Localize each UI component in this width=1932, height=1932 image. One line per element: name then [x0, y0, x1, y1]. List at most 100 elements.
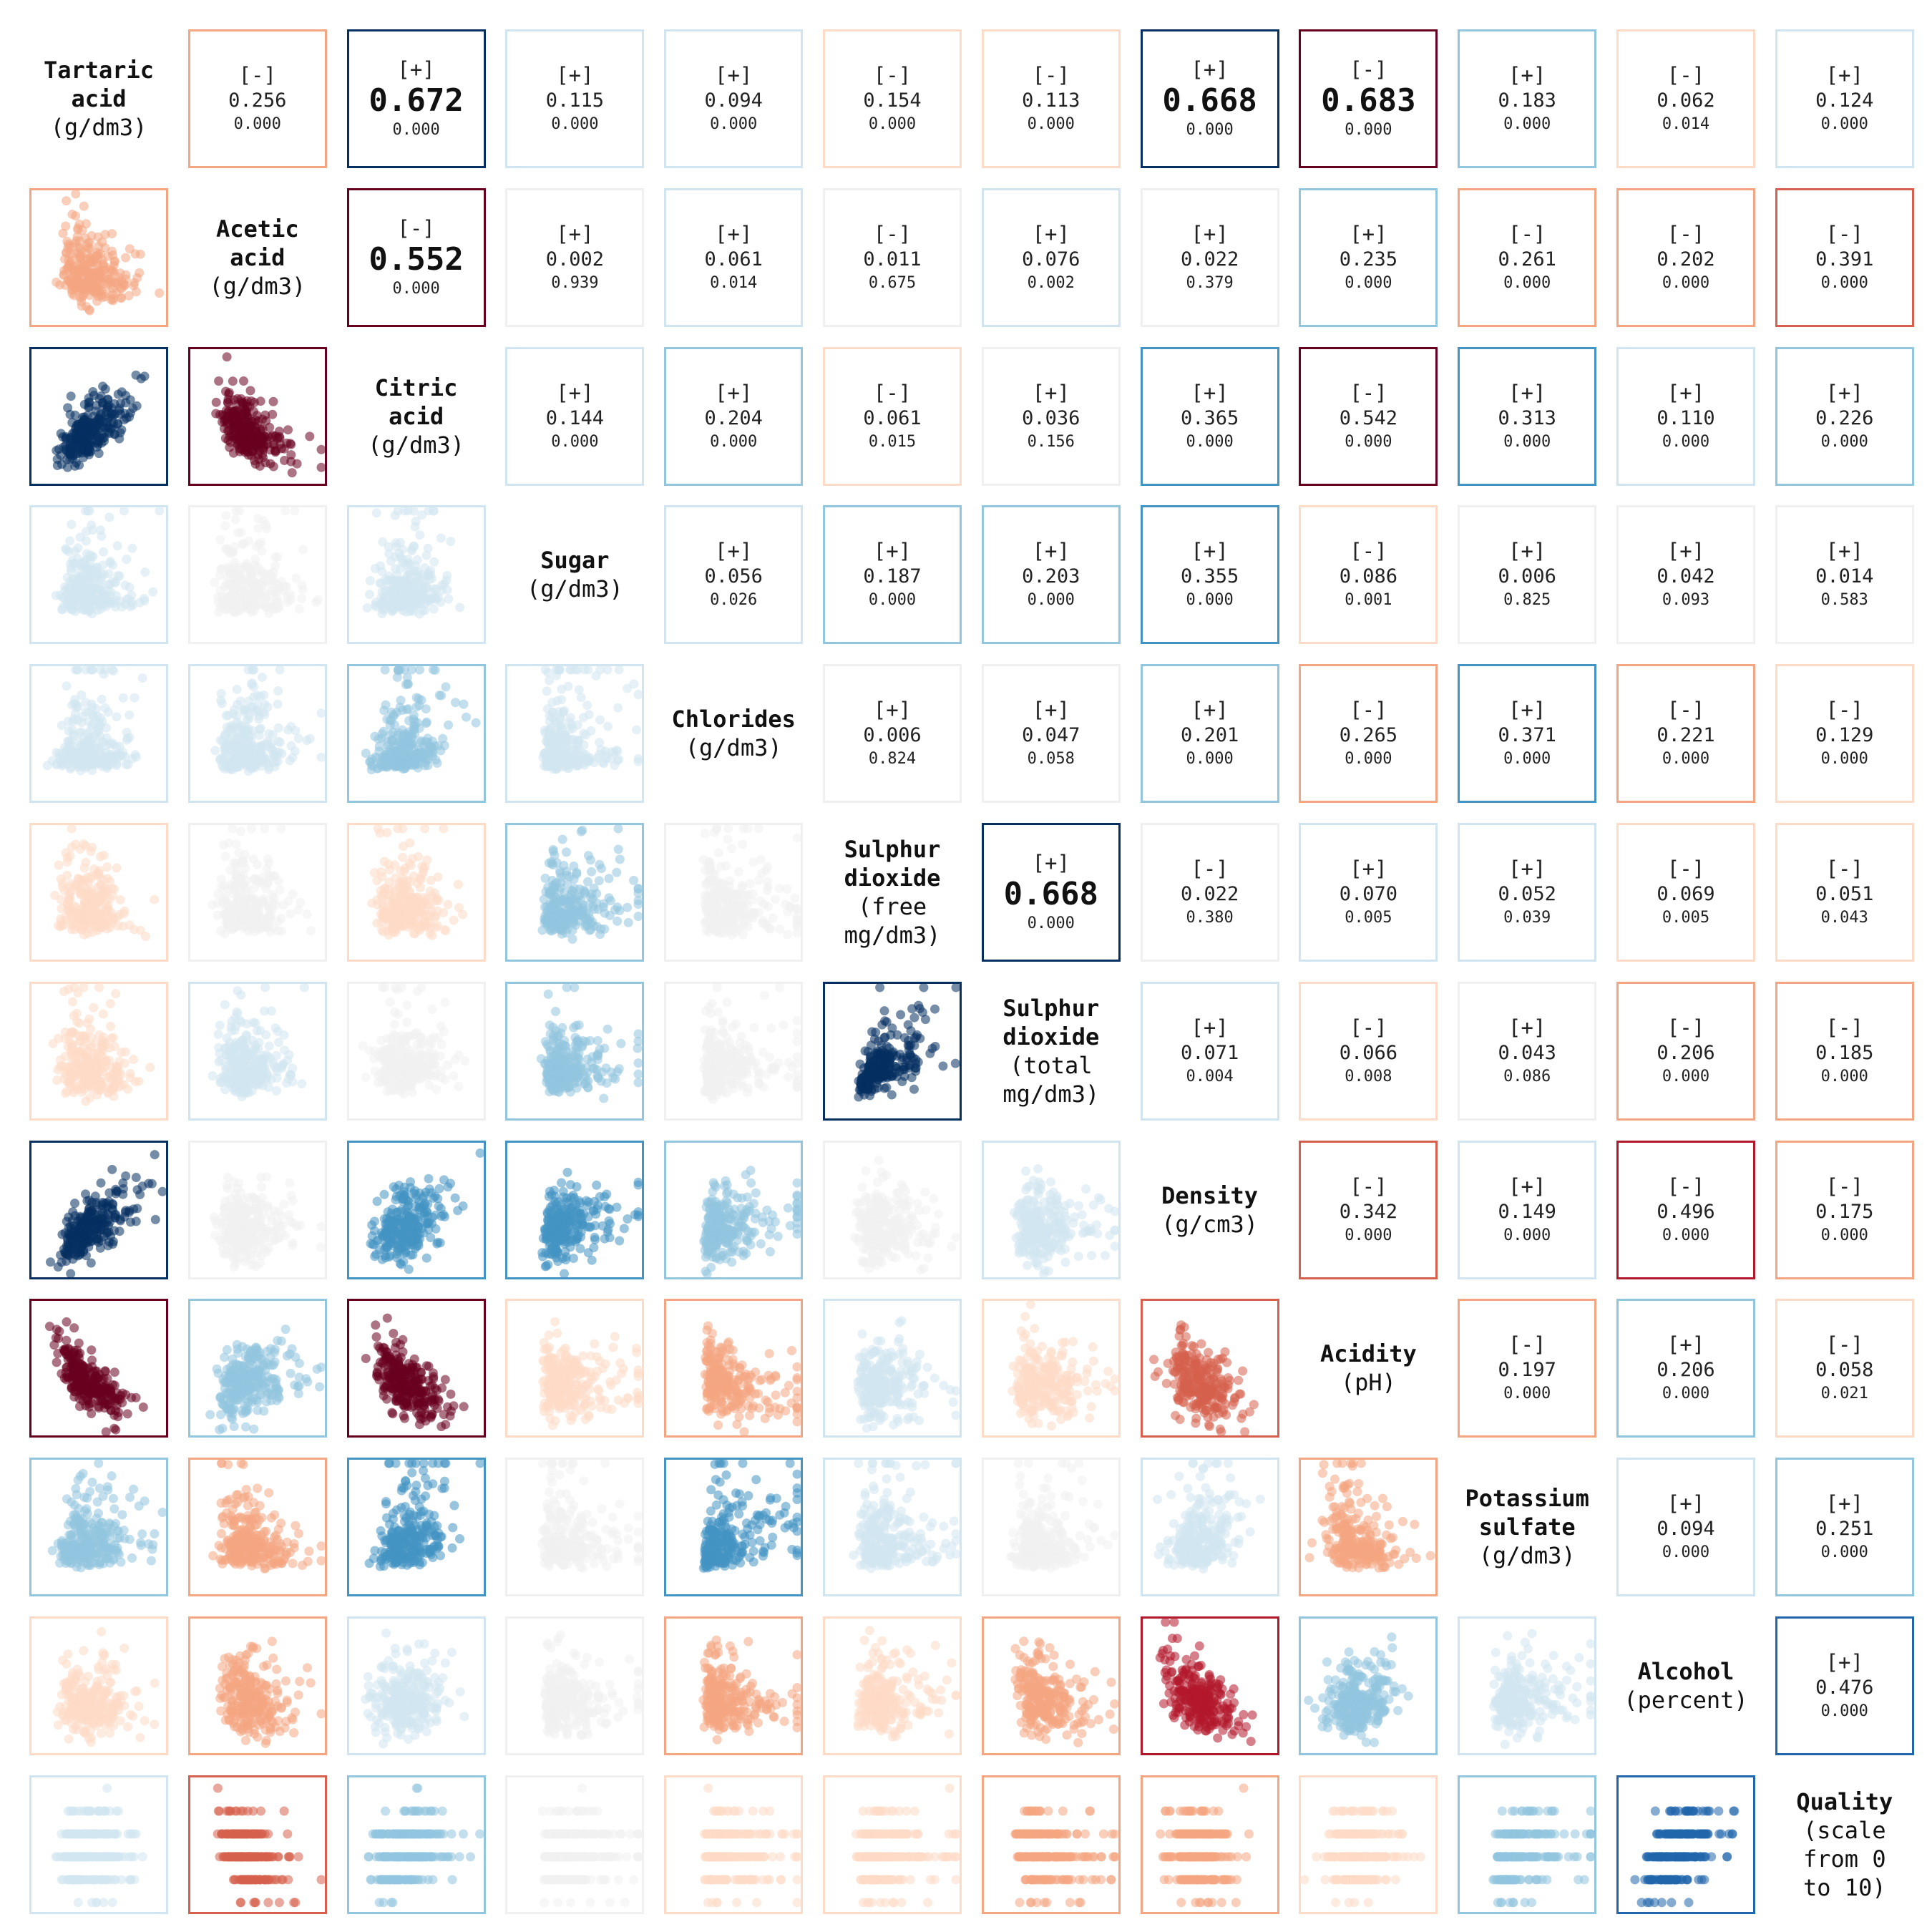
- p-value: 0.000: [1503, 750, 1551, 769]
- scatter-point: [258, 873, 268, 883]
- correlation-cell: [-] 0.129 0.000: [1775, 664, 1914, 804]
- correlation-coefficient: 0.226: [1815, 406, 1874, 429]
- scatter-point: [79, 557, 89, 567]
- scatter-point: [385, 997, 395, 1007]
- scatter-point: [387, 924, 397, 934]
- scatter-point: [228, 580, 238, 590]
- scatter-plot-area: [366, 825, 467, 940]
- p-value: 0.000: [1186, 750, 1234, 769]
- scatter-point: [542, 686, 552, 696]
- scatter-point: [78, 434, 87, 444]
- scatter-point: [403, 909, 413, 919]
- correlation-cell: [+] 0.036 0.156: [981, 346, 1121, 486]
- scatter-point: [414, 701, 424, 711]
- variable-name: Chlorides: [671, 706, 796, 733]
- correlation-sign: [+]: [1032, 851, 1070, 875]
- scatter-point: [419, 893, 429, 902]
- correlation-coefficient: 0.011: [863, 248, 922, 270]
- scatter-point: [268, 922, 278, 932]
- scatter-point: [79, 751, 89, 761]
- scatter-point: [633, 1058, 643, 1068]
- scatter-point: [429, 1071, 439, 1081]
- scatter-point: [460, 1055, 470, 1065]
- scatter-point: [114, 273, 124, 283]
- scatter-point: [81, 536, 91, 546]
- scatter-point: [430, 593, 440, 603]
- scatter-point: [428, 507, 438, 516]
- scatter-point: [119, 278, 129, 288]
- scatter-point: [98, 874, 108, 884]
- scatter-point: [73, 543, 83, 553]
- correlation-cell: [-] 0.552 0.000: [346, 187, 486, 327]
- p-value: 0.093: [1662, 591, 1710, 610]
- scatter-point: [78, 592, 88, 602]
- scatter-point: [102, 862, 112, 872]
- scatter-point: [58, 431, 68, 441]
- scatter-plot: [346, 823, 486, 962]
- scatter-point: [228, 1068, 238, 1078]
- scatter-point: [238, 376, 248, 386]
- scatter-point: [723, 825, 733, 834]
- scatter-plot-area: [210, 351, 325, 477]
- scatter-point: [252, 1025, 262, 1035]
- scatter-point: [246, 437, 256, 447]
- scatter-point: [443, 720, 453, 730]
- scatter-point: [424, 923, 434, 933]
- scatter-point: [107, 246, 117, 256]
- scatter-point: [383, 1079, 393, 1089]
- scatter-point: [109, 666, 119, 676]
- p-value: 0.000: [1820, 750, 1868, 769]
- scatter-point: [108, 918, 118, 928]
- scatter-point: [269, 750, 279, 760]
- scatter-point: [236, 444, 246, 454]
- scatter-point: [62, 195, 72, 205]
- scatter-point: [404, 894, 414, 904]
- scatter-point: [241, 884, 251, 894]
- scatter-point: [409, 607, 419, 617]
- variable-name: Acetic acid: [216, 215, 299, 271]
- scatter-point: [145, 1062, 155, 1072]
- scatter-point: [283, 725, 293, 735]
- scatter-point: [396, 696, 406, 706]
- scatter-point: [118, 921, 128, 931]
- scatter-point: [291, 573, 301, 583]
- scatter-point: [418, 867, 428, 877]
- correlation-sign: [+]: [1825, 63, 1863, 87]
- scatter-point: [581, 730, 591, 740]
- scatter-point: [583, 877, 593, 887]
- scatter-point: [382, 737, 392, 747]
- scatter-point: [224, 565, 234, 575]
- scatter-plot-area: [208, 983, 309, 1101]
- scatter-point: [413, 852, 423, 862]
- scatter-plot: [505, 664, 645, 804]
- scatter-point: [426, 875, 436, 885]
- scatter-point: [714, 848, 724, 858]
- scatter-point: [268, 872, 278, 882]
- scatter-point: [73, 874, 83, 884]
- correlation-coefficient: 0.006: [863, 724, 922, 747]
- p-value: 0.000: [1345, 432, 1392, 451]
- scatter-point: [633, 1036, 643, 1046]
- scatter-point: [403, 704, 413, 714]
- scatter-point: [89, 864, 99, 874]
- correlation-sign: [+]: [873, 539, 912, 564]
- scatter-point: [97, 694, 107, 704]
- correlation-cell: [+] 0.668 0.000: [981, 823, 1121, 962]
- scatter-point: [286, 457, 296, 467]
- scatter-plot: [29, 981, 168, 1121]
- correlation-cell: [+] 0.203 0.000: [981, 505, 1121, 645]
- scatter-point: [94, 983, 104, 992]
- scatter-point: [108, 421, 118, 431]
- scatter-point: [87, 520, 97, 530]
- scatter-point: [87, 602, 97, 612]
- correlation-coefficient: 0.022: [1180, 248, 1239, 270]
- scatter-point: [701, 829, 711, 839]
- scatter-point: [549, 741, 559, 751]
- scatter-point: [357, 1040, 367, 1050]
- correlation-coefficient: 0.313: [1498, 406, 1556, 429]
- scatter-point: [93, 925, 103, 935]
- scatter-point: [745, 879, 755, 889]
- scatter-point: [575, 685, 585, 695]
- correlation-cell: [+] 0.070 0.005: [1299, 823, 1438, 962]
- scatter-point: [239, 748, 249, 758]
